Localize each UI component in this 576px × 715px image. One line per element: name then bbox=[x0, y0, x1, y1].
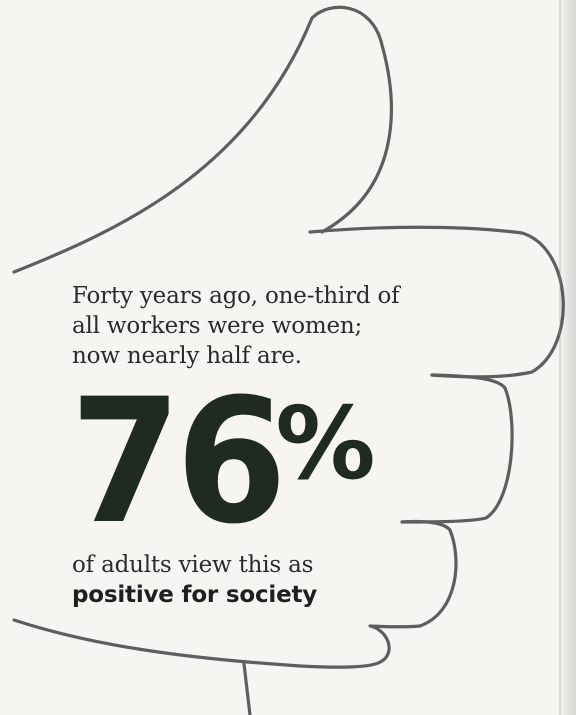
stat-number: 76 bbox=[70, 361, 287, 562]
caption-line-1: of adults view this as bbox=[72, 552, 314, 578]
page-edge-shadow bbox=[560, 0, 576, 715]
caption-line-2: positive for society bbox=[72, 582, 318, 608]
stat-percent-sign: % bbox=[275, 385, 375, 502]
big-stat: 76% bbox=[70, 361, 376, 562]
intro-line: Forty years ago, one-third of bbox=[72, 283, 400, 309]
intro-line: now nearly half are. bbox=[72, 343, 302, 369]
intro-text: Forty years ago, one-third of all worker… bbox=[72, 281, 442, 371]
intro-line: all workers were women; bbox=[72, 313, 363, 339]
